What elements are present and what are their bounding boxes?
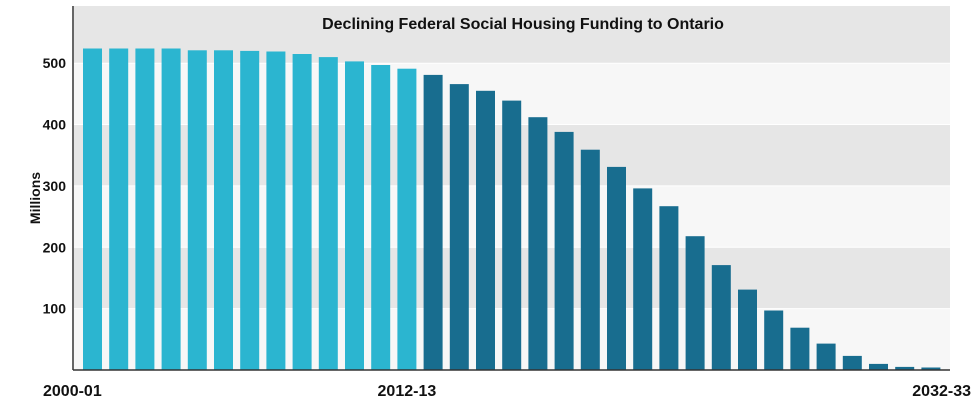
x-tick-label: 2012-13 bbox=[378, 383, 437, 400]
bar-2007-08 bbox=[266, 51, 286, 370]
y-tick-label: 200 bbox=[43, 239, 67, 255]
x-tick-labels: 2000-01 2012-13 2032-33 bbox=[43, 383, 971, 400]
bar-2005-06 bbox=[214, 50, 233, 371]
bar-2011-12 bbox=[371, 65, 391, 370]
bar-2032-33 bbox=[921, 367, 941, 370]
bar-2029-30 bbox=[842, 355, 862, 370]
bar-2016-17 bbox=[502, 100, 522, 370]
bar-2004-05 bbox=[187, 50, 207, 371]
bar-2022-23 bbox=[659, 206, 679, 370]
y-tick-label: 500 bbox=[43, 55, 67, 71]
bar-2031-32 bbox=[895, 366, 915, 370]
bar-2026-27 bbox=[764, 310, 784, 370]
bar-2012-13 bbox=[397, 68, 417, 370]
bar-2020-21 bbox=[607, 166, 626, 370]
y-tick-label: 300 bbox=[43, 178, 67, 194]
chart-title: Declining Federal Social Housing Funding… bbox=[322, 16, 724, 33]
x-tick-label: 2032-33 bbox=[912, 383, 971, 400]
bar-2013-14 bbox=[423, 74, 443, 371]
bar-2030-31 bbox=[869, 363, 888, 370]
y-axis-title: Millions bbox=[27, 172, 43, 224]
bar-2028-29 bbox=[816, 343, 836, 370]
bars-group bbox=[83, 48, 941, 371]
bar-2025-26 bbox=[738, 289, 757, 370]
bar-2003-04 bbox=[161, 48, 181, 370]
bar-2027-28 bbox=[790, 327, 810, 370]
bar-2018-19 bbox=[554, 131, 574, 370]
y-tick-labels: 100 200 300 400 500 bbox=[43, 55, 67, 316]
bar-2010-11 bbox=[345, 61, 364, 371]
y-tick-label: 400 bbox=[43, 117, 67, 133]
bar-2009-10 bbox=[318, 57, 338, 370]
bar-2015-16 bbox=[476, 90, 495, 371]
bar-2001-02 bbox=[109, 48, 129, 370]
bar-2014-15 bbox=[449, 84, 469, 370]
bar-2002-03 bbox=[135, 48, 155, 370]
bar-2017-18 bbox=[528, 117, 548, 370]
bar-2000-01 bbox=[83, 48, 102, 370]
bar-2024-25 bbox=[711, 265, 731, 370]
x-tick-label: 2000-01 bbox=[43, 383, 102, 400]
bar-2008-09 bbox=[292, 54, 312, 370]
bar-2006-07 bbox=[240, 50, 260, 371]
bar-2019-20 bbox=[580, 149, 600, 370]
axes-group bbox=[72, 6, 950, 371]
bar-2023-24 bbox=[685, 236, 705, 370]
bar-2021-22 bbox=[633, 188, 653, 370]
y-tick-label: 100 bbox=[43, 301, 67, 317]
